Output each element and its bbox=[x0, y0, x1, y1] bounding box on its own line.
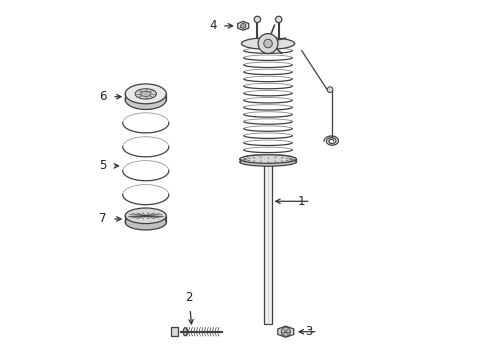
Ellipse shape bbox=[242, 38, 294, 49]
Ellipse shape bbox=[135, 89, 156, 99]
Circle shape bbox=[281, 327, 291, 336]
Ellipse shape bbox=[240, 155, 296, 163]
Text: 4: 4 bbox=[209, 19, 217, 32]
Text: 1: 1 bbox=[298, 195, 305, 208]
Ellipse shape bbox=[125, 208, 166, 224]
Text: 6: 6 bbox=[99, 90, 107, 103]
Circle shape bbox=[241, 23, 245, 28]
Text: 3: 3 bbox=[305, 325, 312, 338]
Ellipse shape bbox=[141, 91, 151, 96]
Ellipse shape bbox=[125, 90, 166, 109]
Text: 2: 2 bbox=[185, 291, 193, 304]
Circle shape bbox=[258, 33, 278, 54]
Ellipse shape bbox=[183, 328, 188, 336]
Bar bbox=[264, 161, 272, 324]
Circle shape bbox=[327, 87, 333, 93]
Polygon shape bbox=[238, 21, 249, 30]
Ellipse shape bbox=[240, 158, 296, 166]
Circle shape bbox=[264, 39, 272, 48]
Circle shape bbox=[275, 16, 282, 23]
Text: 5: 5 bbox=[99, 159, 107, 172]
Bar bbox=[171, 328, 178, 336]
Ellipse shape bbox=[125, 84, 166, 104]
Circle shape bbox=[254, 16, 261, 23]
Ellipse shape bbox=[125, 215, 166, 230]
Text: 7: 7 bbox=[99, 212, 107, 225]
Polygon shape bbox=[278, 326, 294, 337]
